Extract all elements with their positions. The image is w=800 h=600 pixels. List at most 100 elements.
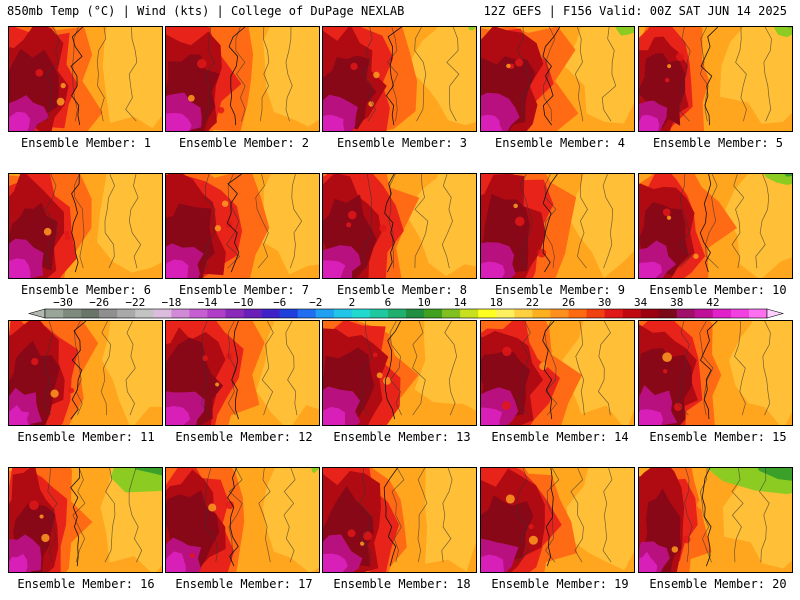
colorbar-swatch [99,309,118,318]
ensemble-map-panel [638,26,793,132]
colorbar-max-arrow [766,308,785,319]
ensemble-map-panel [165,467,320,573]
colorbar-swatch [460,309,479,318]
temperature-map [639,27,792,131]
colorbar-tick-label: −10 [234,296,254,309]
colorbar-swatch [424,309,443,318]
temperature-map [323,174,476,278]
temperature-map [9,321,162,425]
colorbar-swatch [261,309,280,318]
ensemble-map-panel [480,320,635,426]
colorbar-tick-label: −30 [53,296,73,309]
colorbar-tick-label: 30 [598,296,611,309]
ensemble-map-panel [8,26,163,132]
ensemble-map-panel [322,467,477,573]
ensemble-map-panel [165,320,320,426]
temperature-map [9,174,162,278]
ensemble-member-label: Ensemble Member: 19 [491,577,629,591]
ensemble-map-panel [480,173,635,279]
ensemble-map-panel [480,26,635,132]
temperature-colorbar: −30 −26 −22 −18 −14 −10 −6 −2 2 6 10 14 18 22 26 30 34 38… [25,296,785,320]
colorbar-swatch [676,309,696,318]
colorbar-tick-label: −14 [198,296,218,309]
colorbar-tick-label: 2 [349,296,356,309]
temperature-map [9,468,162,572]
ensemble-map-panel [322,173,477,279]
temperature-map [323,321,476,425]
ensemble-map-panel [8,320,163,426]
ensemble-member-label: Ensemble Member: 15 [649,430,787,444]
ensemble-member-label: Ensemble Member: 16 [17,577,155,591]
ensemble-map-panel [638,320,793,426]
colorbar-tick-label: 14 [454,296,468,309]
ensemble-map-panel [480,467,635,573]
colorbar-swatch [622,309,641,318]
ensemble-member-label: Ensemble Member: 9 [494,283,626,297]
colorbar-tick-label: 26 [562,296,575,309]
ensemble-map-panel [638,173,793,279]
colorbar-swatch [406,309,425,318]
colorbar-tick-label: 42 [706,296,719,309]
ensemble-member-label: Ensemble Member: 4 [494,136,626,150]
colorbar-tick-label: 6 [385,296,392,309]
colorbar-tick-label: 22 [526,296,539,309]
temperature-map [166,321,319,425]
ensemble-map-panel [322,26,477,132]
temperature-map [481,174,634,278]
colorbar-swatch [369,309,389,318]
colorbar-swatch [387,309,407,318]
colorbar-tick-label: −2 [309,296,322,309]
colorbar-tick-label: −6 [273,296,286,309]
colorbar-swatch [171,309,190,318]
ensemble-member-label: Ensemble Member: 7 [178,283,310,297]
colorbar-swatch [351,309,371,318]
colorbar-swatch [279,309,298,318]
colorbar-swatch [442,309,461,318]
colorbar-swatch [694,309,714,318]
ensemble-map-panel [638,467,793,573]
temperature-map [639,468,792,572]
temperature-map [639,174,792,278]
colorbar-min-arrow [27,308,46,319]
map-title: 850mb Temp (°C) | Wind (kts) | College o… [7,4,405,18]
colorbar-swatch [478,309,497,318]
colorbar-swatch [712,309,732,318]
colorbar-swatch [550,309,569,318]
ensemble-member-label: Ensemble Member: 18 [333,577,471,591]
ensemble-member-label: Ensemble Member: 11 [17,430,155,444]
colorbar-tick-label: 10 [417,296,430,309]
ensemble-map-panel [165,173,320,279]
colorbar-swatch [135,309,154,318]
temperature-map [481,321,634,425]
temperature-map [639,321,792,425]
colorbar-tick-label: 38 [670,296,683,309]
ensemble-member-label: Ensemble Member: 20 [649,577,787,591]
colorbar-swatch [586,309,605,318]
colorbar-swatch [81,309,100,318]
colorbar-swatch [532,309,551,318]
colorbar-swatch [63,309,82,318]
ensemble-map-panel [165,26,320,132]
ensemble-member-label: Ensemble Member: 3 [336,136,468,150]
temperature-map [481,27,634,131]
colorbar-swatch [45,309,64,318]
ensemble-member-label: Ensemble Member: 10 [649,283,787,297]
temperature-map [323,468,476,572]
colorbar-swatch [243,309,262,318]
colorbar-tick-label: −22 [125,296,145,309]
colorbar-tick-label: 34 [634,296,648,309]
colorbar-swatch [117,309,136,318]
colorbar-swatch [514,309,533,318]
colorbar-tick-label: −26 [89,296,109,309]
colorbar-tick-label: −18 [161,296,181,309]
colorbar-swatch [604,309,623,318]
temperature-map [166,468,319,572]
colorbar-swatch [207,309,226,318]
ensemble-member-label: Ensemble Member: 6 [20,283,152,297]
ensemble-map-panel [8,467,163,573]
ensemble-member-label: Ensemble Member: 17 [175,577,313,591]
colorbar-swatch [496,309,515,318]
colorbar-swatch [153,309,172,318]
ensemble-member-label: Ensemble Member: 2 [178,136,310,150]
colorbar-swatch [640,309,659,318]
